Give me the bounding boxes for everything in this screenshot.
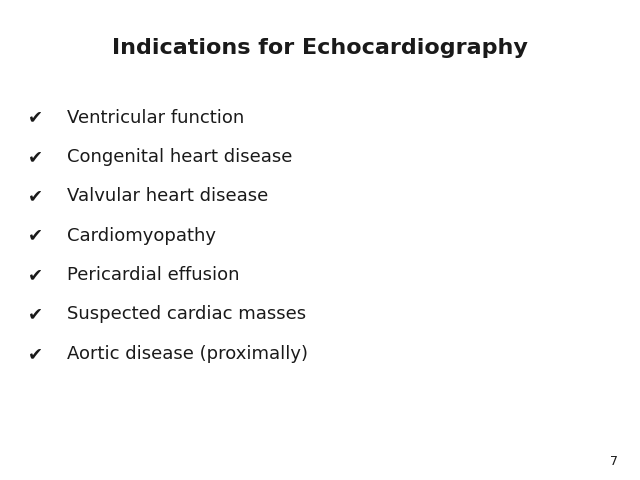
Text: Suspected cardiac masses: Suspected cardiac masses <box>67 305 307 324</box>
Text: ✔: ✔ <box>28 148 43 166</box>
Text: Congenital heart disease: Congenital heart disease <box>67 148 292 166</box>
Text: Ventricular function: Ventricular function <box>67 108 244 127</box>
Text: ✔: ✔ <box>28 227 43 245</box>
Text: Cardiomyopathy: Cardiomyopathy <box>67 227 216 245</box>
Text: Aortic disease (proximally): Aortic disease (proximally) <box>67 345 308 363</box>
Text: ✔: ✔ <box>28 108 43 127</box>
Text: Valvular heart disease: Valvular heart disease <box>67 187 268 205</box>
Text: ✔: ✔ <box>28 305 43 324</box>
Text: Pericardial effusion: Pericardial effusion <box>67 266 240 284</box>
Text: ✔: ✔ <box>28 266 43 284</box>
Text: ✔: ✔ <box>28 187 43 205</box>
Text: Indications for Echocardiography: Indications for Echocardiography <box>112 38 528 59</box>
Text: ✔: ✔ <box>28 345 43 363</box>
Text: 7: 7 <box>610 455 618 468</box>
